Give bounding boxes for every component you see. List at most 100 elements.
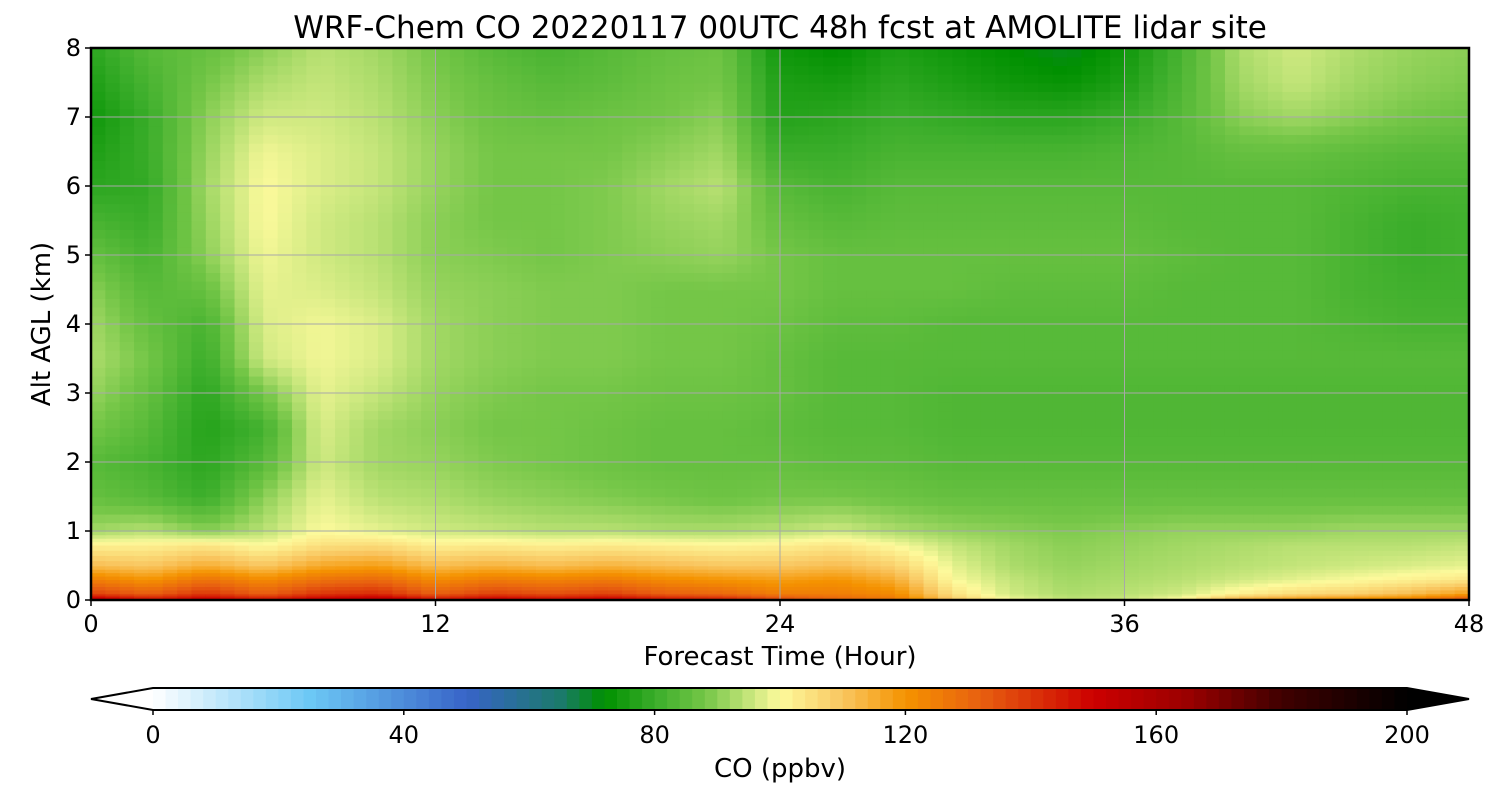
heatmap-cell xyxy=(134,306,150,317)
heatmap-cell xyxy=(392,453,408,463)
heatmap-cell xyxy=(105,579,121,584)
heatmap-cell xyxy=(1411,505,1427,515)
heatmap-cell xyxy=(1095,560,1111,567)
heatmap-cell xyxy=(234,470,250,481)
heatmap-cell xyxy=(91,358,107,368)
heatmap-cell xyxy=(1110,470,1126,481)
heatmap-cell xyxy=(837,549,853,556)
heatmap-cell xyxy=(1052,349,1068,360)
heatmap-cell xyxy=(1138,496,1154,506)
heatmap-cell xyxy=(162,565,178,570)
heatmap-cell xyxy=(636,341,652,351)
heatmap-cell xyxy=(1339,306,1355,317)
heatmap-cell xyxy=(808,513,824,524)
heatmap-cell xyxy=(1368,349,1384,360)
heatmap-cell xyxy=(1052,375,1068,386)
heatmap-cell xyxy=(191,560,207,567)
heatmap-cell xyxy=(794,565,810,570)
heatmap-cell xyxy=(1268,444,1284,455)
heatmap-cell xyxy=(909,522,925,532)
heatmap-cell xyxy=(119,594,135,598)
heatmap-cell xyxy=(650,479,666,489)
heatmap-cell xyxy=(923,358,939,368)
heatmap-cell xyxy=(823,358,839,368)
heatmap-cell xyxy=(837,358,853,368)
heatmap-cell xyxy=(937,349,954,360)
heatmap-cell xyxy=(134,298,150,308)
heatmap-cell xyxy=(492,444,509,455)
heatmap-cell xyxy=(1325,575,1341,581)
heatmap-cell xyxy=(923,263,939,274)
heatmap-cell xyxy=(91,306,107,317)
heatmap-cell xyxy=(751,401,767,412)
heatmap-cell xyxy=(392,522,408,532)
heatmap-cell xyxy=(1153,462,1169,472)
heatmap-cell xyxy=(177,560,193,567)
heatmap-cell xyxy=(320,401,336,412)
heatmap-cell xyxy=(105,572,121,577)
heatmap-cell xyxy=(406,418,422,429)
heatmap-cell xyxy=(1167,596,1183,600)
heatmap-cell xyxy=(378,453,394,463)
heatmap-cell xyxy=(1339,575,1355,581)
heatmap-cell xyxy=(693,596,710,600)
heatmap-cell xyxy=(1124,289,1140,299)
heatmap-cell xyxy=(622,479,638,489)
heatmap-cell xyxy=(636,479,652,489)
heatmap-cell xyxy=(736,418,753,429)
heatmap-cell xyxy=(363,522,379,532)
heatmap-cell xyxy=(1124,496,1140,506)
heatmap-cell xyxy=(205,470,221,481)
heatmap-cell xyxy=(1095,579,1111,584)
heatmap-cell xyxy=(1067,453,1083,463)
heatmap-cell xyxy=(248,367,265,377)
heatmap-cell xyxy=(650,541,666,546)
heatmap-cell xyxy=(1038,541,1054,546)
heatmap-cell xyxy=(1425,594,1442,598)
heatmap-cell xyxy=(650,289,666,299)
heatmap-cell xyxy=(837,565,853,570)
heatmap-cell xyxy=(1440,263,1456,274)
heatmap-cell xyxy=(205,534,221,539)
heatmap-cell xyxy=(1253,444,1269,455)
heatmap-cell xyxy=(1038,444,1054,455)
heatmap-cell xyxy=(650,324,666,334)
heatmap-cell xyxy=(564,522,580,532)
heatmap-cell xyxy=(1052,263,1068,274)
heatmap-cell xyxy=(937,568,954,574)
heatmap-cell xyxy=(579,341,595,351)
heatmap-cell xyxy=(937,436,954,446)
heatmap-cell xyxy=(162,315,178,325)
heatmap-cell xyxy=(449,341,465,351)
heatmap-cell xyxy=(693,298,710,308)
heatmap-cell xyxy=(421,427,437,437)
heatmap-cell xyxy=(622,341,638,351)
heatmap-cell xyxy=(894,537,910,543)
heatmap-cell xyxy=(1167,263,1183,274)
heatmap-cell xyxy=(837,444,853,455)
heatmap-cell xyxy=(1239,384,1255,394)
heatmap-cell xyxy=(765,280,781,291)
heatmap-cell xyxy=(1224,289,1241,299)
heatmap-cell xyxy=(1454,496,1469,506)
heatmap-cell xyxy=(708,575,724,581)
heatmap-cell xyxy=(1368,513,1384,524)
heatmap-cell xyxy=(1196,593,1212,596)
heatmap-cell xyxy=(220,427,236,437)
heatmap-cell xyxy=(1052,537,1068,543)
heatmap-cell xyxy=(851,332,867,343)
heatmap-cell xyxy=(1296,410,1312,420)
heatmap-cell xyxy=(693,341,710,351)
heatmap-cell xyxy=(535,534,552,539)
heatmap-cell xyxy=(1296,568,1312,574)
heatmap-cell xyxy=(722,505,738,515)
heatmap-cell xyxy=(1339,572,1355,577)
heatmap-cell xyxy=(722,531,738,536)
heatmap-cell xyxy=(751,349,767,360)
heatmap-cell xyxy=(966,531,982,536)
heatmap-cell xyxy=(205,593,221,596)
heatmap-cell xyxy=(492,418,509,429)
heatmap-cell xyxy=(1024,324,1040,334)
heatmap-cell xyxy=(464,549,480,556)
heatmap-cell xyxy=(507,470,523,481)
